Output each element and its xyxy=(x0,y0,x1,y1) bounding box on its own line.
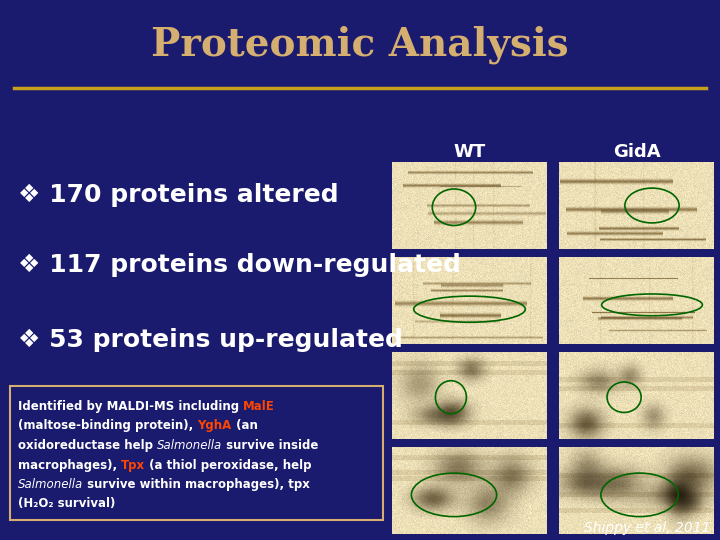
Text: MalE: MalE xyxy=(243,400,275,413)
FancyBboxPatch shape xyxy=(10,386,383,520)
Text: (maltose-binding protein),: (maltose-binding protein), xyxy=(18,420,197,433)
Text: Shippy et al, 2011: Shippy et al, 2011 xyxy=(583,521,710,535)
Text: Salmonella: Salmonella xyxy=(18,478,84,491)
Text: Salmonella: Salmonella xyxy=(157,439,222,452)
Text: ❖ 53 proteins up-regulated: ❖ 53 proteins up-regulated xyxy=(18,328,403,352)
Text: ❖ 170 proteins altered: ❖ 170 proteins altered xyxy=(18,183,338,207)
Text: (a thiol peroxidase, help: (a thiol peroxidase, help xyxy=(145,458,312,471)
Text: (an: (an xyxy=(232,420,258,433)
Text: survive inside: survive inside xyxy=(222,439,319,452)
Text: macrophages),: macrophages), xyxy=(18,458,121,471)
Text: WT: WT xyxy=(454,143,485,161)
Text: (H₂O₂ survival): (H₂O₂ survival) xyxy=(18,497,115,510)
Text: Tpx: Tpx xyxy=(121,458,145,471)
Text: survive within macrophages), tpx: survive within macrophages), tpx xyxy=(84,478,310,491)
Text: YghA: YghA xyxy=(197,420,232,433)
Text: GidA: GidA xyxy=(613,143,660,161)
Text: Identified by MALDI-MS including: Identified by MALDI-MS including xyxy=(18,400,243,413)
Text: ❖ 117 proteins down-regulated: ❖ 117 proteins down-regulated xyxy=(18,253,461,277)
Text: oxidoreductase help: oxidoreductase help xyxy=(18,439,157,452)
Text: Proteomic Analysis: Proteomic Analysis xyxy=(151,26,569,64)
